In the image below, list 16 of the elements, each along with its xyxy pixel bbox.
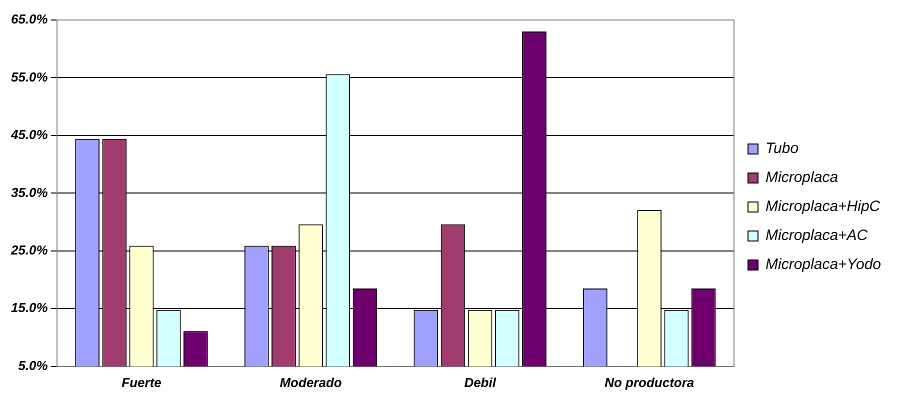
x-tick-label: Fuerte bbox=[122, 374, 162, 390]
legend-label: Microplaca+Yodo bbox=[766, 256, 882, 274]
legend-label: Microplaca+AC bbox=[766, 227, 868, 244]
y-tick-label: 45.0% bbox=[10, 127, 48, 142]
y-tick-label: 15.0% bbox=[10, 300, 48, 316]
y-tick-label: 55.0% bbox=[10, 69, 48, 84]
y-tick-label: 35.0% bbox=[10, 184, 48, 200]
y-tick-label: 25.0% bbox=[10, 242, 48, 258]
y-tick-label: 65.0% bbox=[10, 12, 48, 27]
x-tick-label: Moderado bbox=[280, 374, 342, 390]
legend-label: Microplaca bbox=[766, 169, 838, 186]
y-tick-label: 5.0% bbox=[18, 358, 48, 373]
x-tick-label: Debil bbox=[464, 374, 496, 390]
legend-label: Tubo bbox=[766, 140, 799, 158]
x-tick-label: No productora bbox=[604, 374, 694, 390]
legend-label: Microplaca+HipC bbox=[766, 198, 880, 216]
